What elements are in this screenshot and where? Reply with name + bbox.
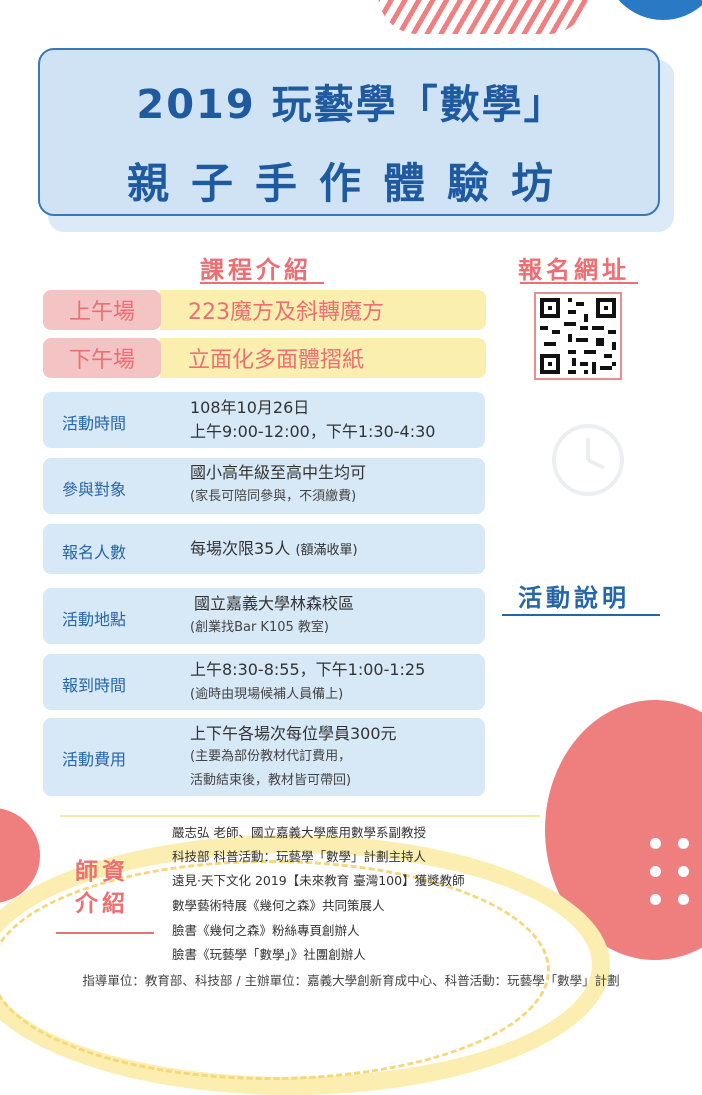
info-label-time: 活動時間	[62, 414, 127, 433]
info-fee-note1: (主要為部份教材代訂費用，	[190, 749, 352, 764]
info-time-date: 108年10月26日	[190, 398, 310, 417]
morning-session-value: 223魔方及斜轉魔方	[160, 290, 486, 330]
teacher-line: 臉書《幾何之森》粉絲專頁創辦人	[172, 923, 360, 938]
decorative-dot	[678, 866, 689, 877]
info-fee-main: 上下午各場次每位學員300元	[190, 724, 397, 743]
course-intro-heading: 課程介紹	[200, 256, 312, 284]
teacher-heading-line1: 師資	[75, 859, 129, 885]
afternoon-session-label: 下午場	[43, 338, 161, 378]
afternoon-session-value: 立面化多面體摺紙	[160, 338, 486, 378]
info-label-fee: 活動費用	[62, 750, 127, 769]
title-box	[38, 48, 660, 216]
info-row-audience	[43, 458, 485, 514]
info-capacity-note: (額滿收單)	[295, 543, 358, 558]
teacher-heading: 師資 介紹	[72, 856, 132, 920]
info-location-main: 國立嘉義大學林森校區	[194, 594, 355, 613]
info-row-capacity	[43, 524, 485, 574]
info-location-note: (創業找Bar K105 教室)	[190, 620, 329, 635]
decorative-dot	[678, 894, 689, 905]
teacher-line: 遠見·天下文化 2019【未來教育 臺灣100】獲獎教師	[172, 873, 465, 888]
teacher-heading-line2: 介紹	[75, 891, 129, 917]
info-label-capacity: 報名人數	[62, 543, 127, 562]
decorative-blue-circle	[604, 0, 702, 20]
decorative-stripes	[378, 0, 588, 34]
teacher-heading-underline	[56, 932, 154, 934]
info-row-fee	[43, 718, 485, 796]
decorative-dot	[650, 894, 661, 905]
activity-desc-heading: 活動說明	[518, 584, 630, 612]
qr-code-frame[interactable]	[534, 292, 622, 380]
divider-line	[60, 815, 540, 817]
page-subtitle: 親子手作體驗坊	[126, 159, 575, 208]
morning-session-label: 上午場	[43, 290, 161, 330]
info-time-hours: 上午9:00-12:00，下午1:30-4:30	[190, 422, 436, 441]
info-row-checkin	[43, 654, 485, 710]
info-capacity-main: 每場次限35人 (額滿收單)	[190, 537, 358, 563]
activity-desc-underline	[502, 614, 660, 616]
decorative-dot	[678, 838, 689, 849]
footer-organizers: 指導單位：教育部、科技部 / 主辦單位：嘉義大學創新育成中心、科普活動：玩藝學「…	[82, 973, 620, 988]
qr-code-icon	[536, 294, 620, 378]
info-label-audience: 參與對象	[62, 480, 127, 499]
info-checkin-main: 上午8:30-8:55，下午1:00-1:25	[190, 660, 426, 679]
info-capacity-value: 每場次限35人	[190, 539, 291, 558]
signup-heading: 報名網址	[518, 256, 630, 284]
info-label-checkin: 報到時間	[62, 676, 127, 695]
info-label-location: 活動地點	[62, 610, 127, 629]
info-fee-note2: 活動結束後，教材皆可帶回)	[190, 773, 352, 788]
decorative-dot	[650, 866, 661, 877]
info-row-location	[43, 588, 485, 644]
teacher-line: 臉書《玩藝學「數學」》社團創辦人	[172, 947, 366, 962]
page-title: 2019 玩藝學「數學」	[136, 82, 566, 128]
teacher-line: 科技部 科普活動：玩藝學「數學」計劃主持人	[172, 849, 426, 864]
info-checkin-note: (逾時由現場候補人員備上)	[190, 687, 344, 702]
info-audience-main: 國小高年級至高中生均可	[190, 463, 367, 482]
teacher-line: 嚴志弘 老師、國立嘉義大學應用數學系副教授	[172, 825, 426, 840]
clock-icon	[552, 424, 624, 496]
course-intro-underline	[200, 282, 324, 284]
decorative-dot	[650, 838, 661, 849]
signup-underline	[520, 282, 638, 284]
teacher-line: 數學藝術特展《幾何之森》共同策展人	[172, 898, 385, 913]
info-audience-note: (家長可陪同參與，不須繳費)	[190, 489, 357, 504]
info-row-time	[43, 392, 485, 448]
